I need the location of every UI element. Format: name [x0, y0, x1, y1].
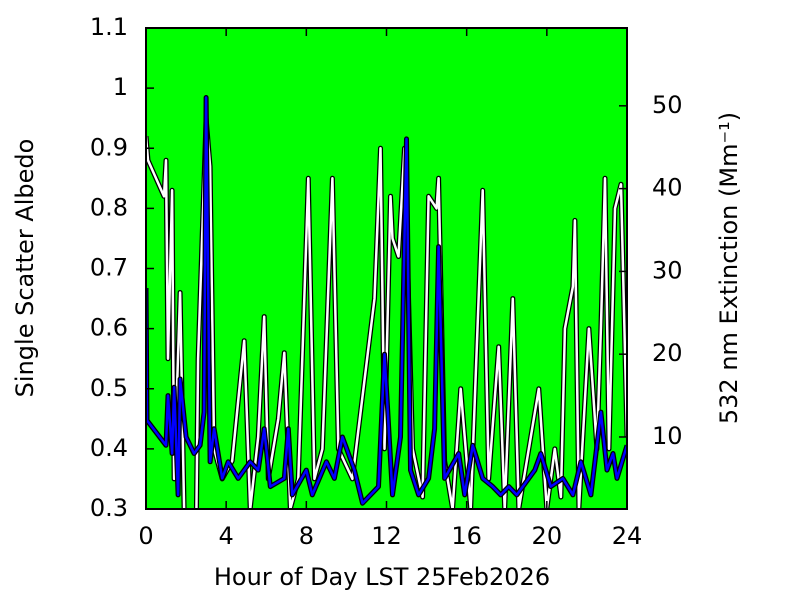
y-tick-label: 0.7 [90, 254, 128, 282]
x-tick-label: 8 [299, 522, 314, 550]
y-tick-label: 0.9 [90, 133, 128, 161]
x-tick-label: 0 [138, 522, 153, 550]
y2-tick-label: 10 [652, 422, 683, 450]
y-axis-label: Single Scatter Albedo [11, 139, 39, 398]
x-tick-label: 20 [532, 522, 563, 550]
y-tick-label: 0.5 [90, 374, 128, 402]
x-tick-label: 24 [612, 522, 643, 550]
x-tick-label: 16 [451, 522, 482, 550]
y-tick-label: 1 [113, 73, 128, 101]
y-tick-label: 1.1 [90, 13, 128, 41]
y2-tick-label: 30 [652, 256, 683, 284]
x-axis-label: Hour of Day LST 25Feb2026 [214, 563, 550, 591]
y2-tick-label: 40 [652, 174, 683, 202]
y-tick-label: 0.3 [90, 494, 128, 522]
y2-tick-label: 50 [652, 91, 683, 119]
series-line [146, 96, 627, 505]
y-tick-label: 0.6 [90, 314, 128, 342]
x-tick-label: 12 [371, 522, 402, 550]
y-tick-label: 0.4 [90, 434, 128, 462]
y-tick-label: 0.8 [90, 193, 128, 221]
y2-axis-label: 532 nm Extinction (Mm⁻¹) [715, 112, 743, 424]
x-tick-label: 4 [219, 522, 234, 550]
plot-lines [146, 95, 627, 509]
y2-tick-label: 20 [652, 339, 683, 367]
